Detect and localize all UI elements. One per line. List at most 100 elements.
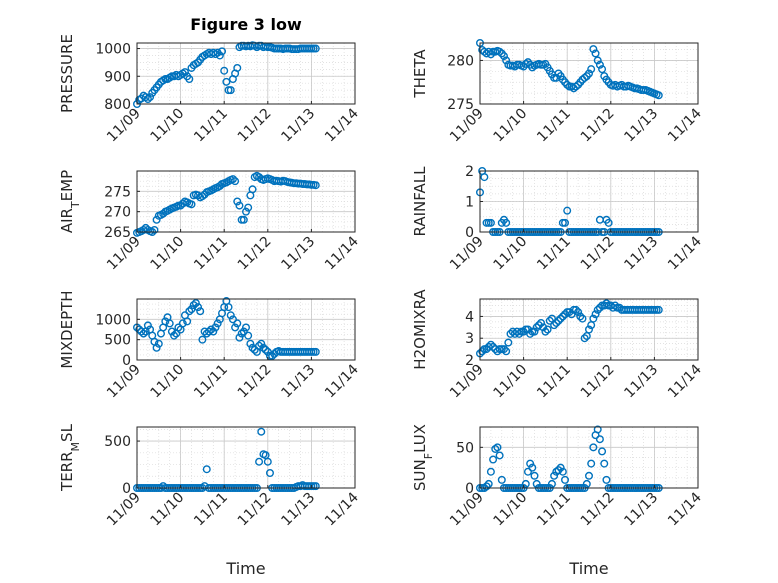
data-point bbox=[563, 80, 572, 89]
data-point bbox=[259, 343, 268, 352]
x-tick-label: 11/14 bbox=[665, 361, 705, 401]
axes-box bbox=[479, 42, 699, 105]
data-point bbox=[204, 327, 213, 336]
data-point bbox=[150, 225, 159, 234]
data-point bbox=[185, 307, 194, 316]
data-point bbox=[556, 314, 565, 323]
data-point bbox=[194, 303, 203, 312]
data-point bbox=[574, 308, 583, 317]
data-point bbox=[228, 315, 237, 324]
data-point bbox=[591, 49, 600, 58]
x-tick-label: 11/10 bbox=[148, 362, 188, 402]
data-point bbox=[143, 95, 152, 104]
data-point bbox=[654, 91, 663, 100]
x-tick-label: 11/13 bbox=[278, 362, 318, 402]
data-point bbox=[482, 482, 491, 491]
x-tick-label: 11/14 bbox=[322, 489, 362, 529]
data-point bbox=[215, 51, 224, 60]
data-point bbox=[602, 299, 611, 308]
data-point bbox=[593, 305, 602, 314]
data-point bbox=[226, 86, 235, 95]
data-point bbox=[235, 201, 244, 210]
x-tick-label: 11/11 bbox=[534, 490, 574, 530]
data-point bbox=[257, 427, 266, 436]
data-point bbox=[255, 341, 264, 350]
data-point bbox=[558, 312, 567, 321]
data-point bbox=[209, 327, 218, 336]
y-tick-label: 500 bbox=[104, 434, 131, 450]
x-tick-label: 11/11 bbox=[191, 234, 231, 274]
data-point bbox=[480, 47, 489, 56]
y-tick-label: 280 bbox=[447, 53, 474, 69]
x-tick-label: 11/12 bbox=[235, 362, 275, 402]
x-tick-label: 11/12 bbox=[235, 106, 275, 146]
x-tick-label: 11/12 bbox=[235, 490, 275, 530]
data-point bbox=[515, 329, 524, 338]
y-axis-label: RAINFALL bbox=[411, 166, 429, 237]
data-point bbox=[231, 177, 240, 186]
data-point bbox=[499, 345, 508, 354]
y-tick-label: 4 bbox=[465, 309, 474, 325]
y-tick-label: 3 bbox=[465, 331, 474, 347]
data-point bbox=[152, 215, 161, 224]
y-tick-label: 50 bbox=[456, 440, 474, 456]
data-point bbox=[185, 75, 194, 84]
data-point bbox=[595, 435, 604, 444]
y-tick-label: 0 bbox=[465, 481, 474, 497]
data-point bbox=[504, 338, 513, 347]
data-point bbox=[497, 475, 506, 484]
data-point bbox=[554, 466, 563, 475]
data-point bbox=[561, 475, 570, 484]
y-axis-label: PRESSURE bbox=[58, 34, 76, 113]
x-tick-label: 11/10 bbox=[148, 106, 188, 146]
data-point bbox=[552, 318, 561, 327]
data-point bbox=[183, 317, 192, 326]
axes-box bbox=[479, 426, 699, 489]
data-point bbox=[207, 325, 216, 334]
data-point bbox=[486, 467, 495, 476]
y-tick-label: 500 bbox=[104, 333, 131, 349]
data-point bbox=[530, 327, 539, 336]
y-axis-label: H2OMIXRA bbox=[411, 289, 429, 370]
data-point bbox=[224, 303, 233, 312]
data-point bbox=[576, 312, 585, 321]
data-point bbox=[257, 339, 266, 348]
x-tick-label: 11/13 bbox=[278, 106, 318, 146]
data-point bbox=[202, 465, 211, 474]
data-point bbox=[486, 340, 495, 349]
x-tick-label: 11/12 bbox=[578, 106, 618, 146]
x-tick-label: 11/14 bbox=[665, 489, 705, 529]
data-point bbox=[170, 331, 179, 340]
data-point bbox=[654, 305, 663, 314]
data-point bbox=[263, 457, 272, 466]
data-point bbox=[587, 459, 596, 468]
data-point bbox=[218, 47, 227, 56]
data-point bbox=[532, 479, 541, 488]
data-point bbox=[602, 475, 611, 484]
data-point bbox=[239, 327, 248, 336]
data-point bbox=[233, 197, 242, 206]
data-point bbox=[189, 301, 198, 310]
y-tick-label: 1000 bbox=[95, 42, 131, 58]
data-point bbox=[591, 310, 600, 319]
x-tick-label: 11/10 bbox=[148, 490, 188, 530]
data-point bbox=[598, 447, 607, 456]
data-point bbox=[486, 218, 495, 227]
data-point bbox=[176, 201, 185, 210]
data-point bbox=[246, 339, 255, 348]
x-tick-label: 11/12 bbox=[578, 490, 618, 530]
data-point bbox=[250, 345, 259, 354]
x-tick-label: 11/11 bbox=[534, 106, 574, 146]
data-point bbox=[180, 68, 189, 77]
data-point bbox=[571, 82, 580, 91]
x-tick-label: 11/12 bbox=[578, 234, 618, 274]
x-tick-label: 11/13 bbox=[621, 234, 661, 274]
data-point bbox=[241, 323, 250, 332]
data-point bbox=[582, 479, 591, 488]
y-tick-label: 0 bbox=[465, 225, 474, 241]
data-point bbox=[502, 218, 511, 227]
